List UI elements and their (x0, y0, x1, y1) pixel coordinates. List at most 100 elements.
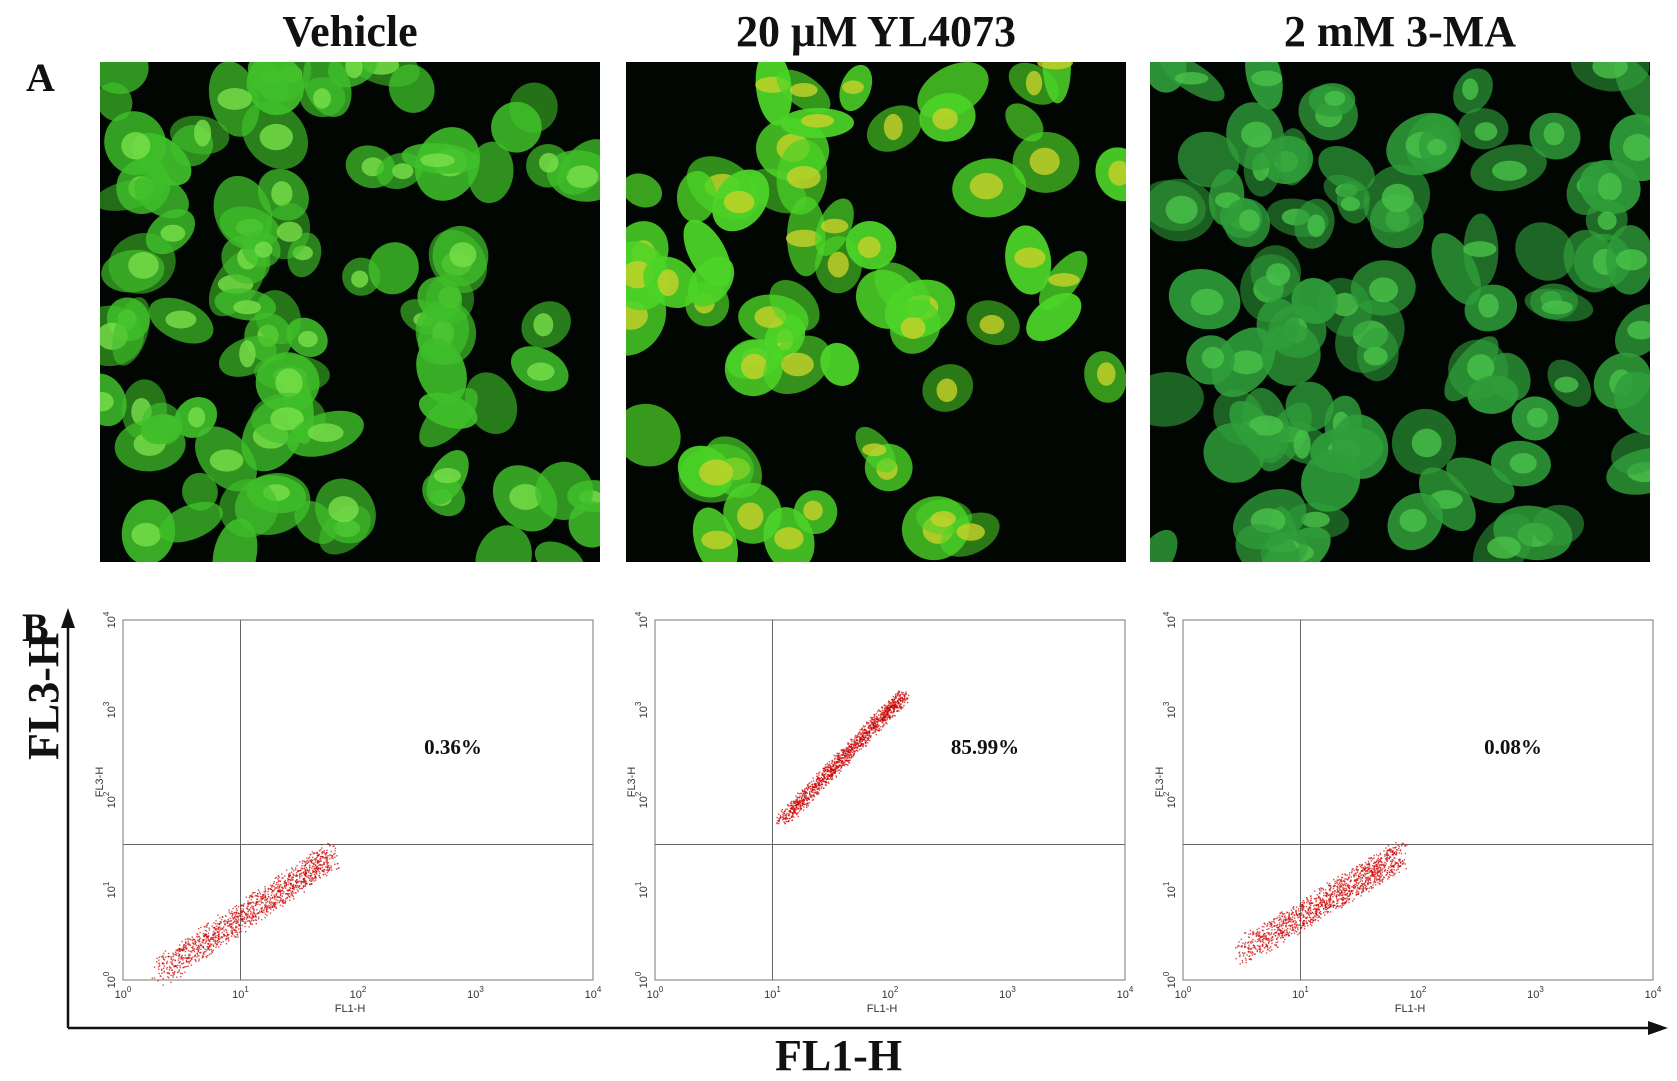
nucleus (1331, 292, 1359, 317)
nucleus (1201, 346, 1225, 369)
cell (100, 62, 149, 94)
cell (769, 279, 820, 331)
y-tick-label: 104 (1162, 611, 1178, 628)
scatter-points (776, 690, 910, 825)
nucleus (785, 229, 822, 247)
x-tick-label: 102 (882, 985, 899, 1001)
nucleus (1190, 288, 1224, 316)
nucleus (737, 502, 764, 530)
micrograph-vehicle (100, 62, 600, 562)
scatter-plot-2: 100 101 102 103 104100101102103104FL1-HFL3-H… (1154, 611, 1662, 1015)
nucleus (1399, 508, 1427, 533)
y-tick-label: 100 (634, 971, 650, 988)
cell (1467, 375, 1519, 414)
nucleus (259, 123, 293, 151)
nucleus (1463, 241, 1497, 257)
cell (368, 242, 419, 295)
nucleus (969, 172, 1004, 200)
cell (688, 256, 735, 307)
cell (1285, 381, 1334, 432)
nucleus (1597, 172, 1622, 201)
nucleus (827, 251, 849, 278)
y-tick-label: 103 (1162, 701, 1178, 718)
nucleus (270, 407, 304, 431)
nucleus (1381, 183, 1414, 213)
nucleus (433, 467, 461, 484)
nucleus (1307, 214, 1326, 238)
nucleus (128, 251, 159, 279)
cell (1150, 529, 1178, 562)
cell (112, 297, 151, 366)
cell (534, 541, 585, 562)
scatter-plot-1: 100 101 102 103 104100101102103104FL1-HFL3-H… (626, 611, 1134, 1015)
nucleus (1592, 62, 1628, 79)
scatter-plot-0: 100 101 102 103 104100101102103104FL1-HFL3-H… (94, 611, 602, 1015)
fl1-tick-caption: FL1-H (1395, 1003, 1426, 1015)
cell (182, 472, 218, 511)
nucleus (862, 443, 887, 457)
nucleus (800, 114, 835, 128)
nucleus (789, 83, 818, 97)
nucleus (538, 152, 559, 173)
cell (388, 64, 435, 113)
cell (874, 262, 931, 318)
nucleus (956, 523, 985, 541)
fl1-tick-caption: FL1-H (335, 1003, 366, 1015)
nucleus (857, 236, 881, 258)
nucleus (194, 119, 212, 147)
nucleus (100, 391, 114, 412)
x-tick-label: 101 (232, 985, 249, 1001)
upper-right-percent: 0.08% (1484, 735, 1542, 759)
cell (1431, 232, 1481, 305)
nucleus (392, 163, 414, 180)
nucleus (1622, 133, 1650, 161)
x-tick-label: 101 (1292, 985, 1309, 1001)
nucleus (1627, 320, 1650, 340)
nucleus (1301, 511, 1330, 528)
cell (465, 372, 518, 435)
nucleus (1478, 293, 1499, 318)
nucleus (1251, 70, 1283, 87)
x-tick-label: 102 (1410, 985, 1427, 1001)
cell (1150, 372, 1204, 427)
x-tick-label: 104 (1117, 985, 1134, 1001)
cell (212, 518, 258, 562)
cell (417, 276, 463, 321)
nucleus (165, 310, 197, 329)
x-tick-label: 103 (467, 985, 484, 1001)
nucleus (883, 113, 903, 141)
nucleus (131, 522, 161, 547)
cell (626, 403, 681, 467)
cell (1515, 222, 1575, 281)
nucleus (1491, 160, 1527, 181)
nucleus (307, 423, 344, 442)
nucleus (1474, 122, 1498, 141)
nucleus (1241, 121, 1272, 148)
nucleus (449, 242, 477, 268)
cell (1446, 457, 1515, 504)
nucleus (527, 362, 555, 381)
y-tick-label: 101 (102, 881, 118, 898)
nucleus (276, 221, 303, 242)
nucleus (1108, 160, 1126, 186)
nucleus (1340, 196, 1361, 212)
nucleus (1462, 78, 1479, 100)
cell (1235, 524, 1300, 562)
nucleus (1293, 429, 1311, 459)
nucleus (699, 459, 734, 486)
y-tick-label: 101 (634, 881, 650, 898)
x-axis-label: FL1-H (774, 1031, 903, 1080)
nucleus (1427, 138, 1447, 156)
nucleus (121, 132, 151, 160)
nucleus (1543, 122, 1565, 146)
panel-letter-b: B (22, 605, 49, 650)
nucleus (1615, 249, 1648, 271)
nucleus (1096, 362, 1116, 386)
cell (246, 62, 305, 116)
cell (140, 414, 182, 445)
y-tick-label: 103 (102, 701, 118, 718)
nucleus (1541, 300, 1573, 315)
nucleus (233, 300, 262, 315)
scatter-points (1234, 841, 1408, 965)
nucleus (345, 62, 363, 79)
